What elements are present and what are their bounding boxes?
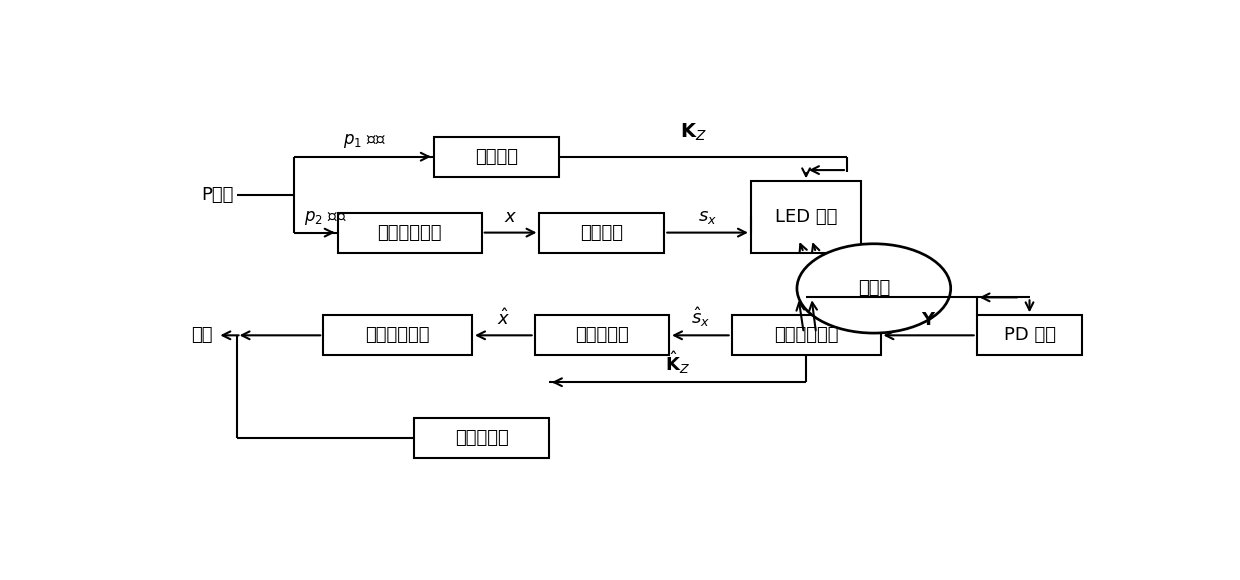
Text: $\mathbf{K}_Z$: $\mathbf{K}_Z$	[680, 122, 707, 143]
Bar	[539, 212, 665, 253]
Bar	[732, 316, 880, 356]
Text: LED 阵列: LED 阵列	[775, 208, 837, 226]
Text: $s_x$: $s_x$	[698, 208, 717, 226]
Bar	[434, 137, 558, 177]
Text: $p_1$ 比特: $p_1$ 比特	[342, 132, 386, 150]
Bar	[337, 212, 481, 253]
Text: 最大似然检测: 最大似然检测	[774, 327, 838, 345]
Ellipse shape	[797, 244, 951, 333]
Bar	[977, 316, 1083, 356]
Text: $p_2$ 比特: $p_2$ 比特	[304, 209, 347, 227]
Text: 强度调制: 强度调制	[580, 224, 624, 242]
Bar	[414, 418, 549, 458]
Text: 脉冲幅度调制: 脉冲幅度调制	[377, 224, 441, 242]
Bar	[751, 181, 862, 253]
Text: $\hat{\mathbf{K}}_Z$: $\hat{\mathbf{K}}_Z$	[665, 349, 689, 375]
Text: 输出: 输出	[191, 327, 213, 345]
Text: 解索引映射: 解索引映射	[455, 429, 508, 447]
Text: $x$: $x$	[503, 208, 517, 226]
Text: PD 阵列: PD 阵列	[1003, 327, 1055, 345]
Text: $\hat{s}_x$: $\hat{s}_x$	[691, 305, 711, 329]
Text: $\mathbf{Y}$: $\mathbf{Y}$	[921, 311, 936, 329]
Bar	[534, 316, 670, 356]
Text: 索引映射: 索引映射	[475, 148, 517, 166]
Text: P比特: P比特	[201, 186, 234, 204]
Text: 解强度调制: 解强度调制	[575, 327, 629, 345]
Bar	[324, 316, 472, 356]
Text: 脉冲幅度解调: 脉冲幅度解调	[366, 327, 430, 345]
Text: $\hat{x}$: $\hat{x}$	[497, 308, 510, 329]
Text: 光信道: 光信道	[858, 280, 890, 298]
